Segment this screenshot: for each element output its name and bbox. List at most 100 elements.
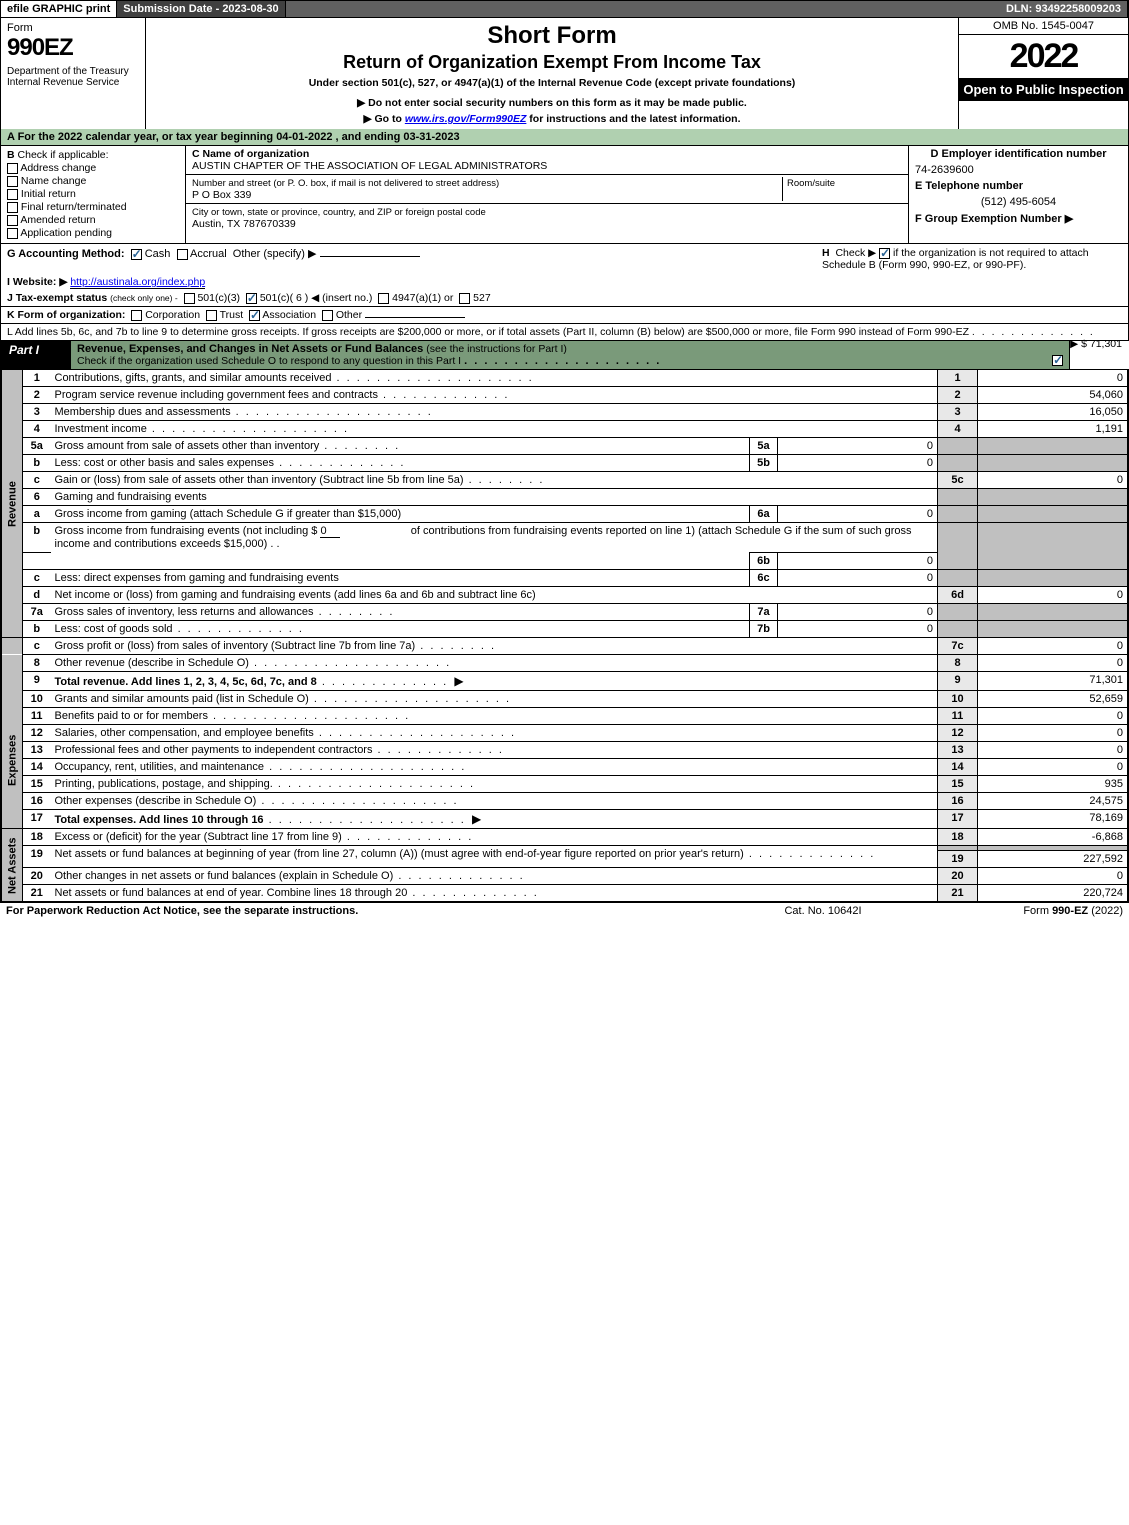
line-i: I Website: ▶ http://austinala.org/index.…: [0, 274, 1129, 290]
footer: For Paperwork Reduction Act Notice, see …: [0, 902, 1129, 919]
l7b-no: b: [23, 621, 51, 638]
l11-desc: Benefits paid to or for members: [55, 710, 208, 722]
expenses-side-label: Expenses: [2, 691, 23, 829]
chk-initial-return[interactable]: Initial return: [7, 188, 179, 200]
l21-rv: 220,724: [978, 885, 1128, 902]
irs-link[interactable]: www.irs.gov/Form990EZ: [405, 113, 527, 125]
cash-label: Cash: [145, 248, 171, 260]
l6a-desc: Gross income from gaming (attach Schedul…: [55, 508, 402, 520]
k-assoc: Association: [262, 309, 316, 321]
chk-schedule-b[interactable]: [879, 248, 890, 259]
l6b-no-blank: [23, 553, 51, 570]
chk-assoc[interactable]: [249, 310, 260, 321]
l6b-mv: 0: [778, 553, 938, 570]
chk-527[interactable]: [459, 293, 470, 304]
l17-rn: 17: [938, 810, 978, 829]
l6c-shade2: [978, 570, 1128, 587]
form-title: Short Form: [152, 22, 952, 50]
l11-rn: 11: [938, 708, 978, 725]
l8-desc: Other revenue (describe in Schedule O): [55, 657, 249, 669]
k-other-input[interactable]: [365, 317, 465, 318]
line-l: L Add lines 5b, 6c, and 7b to line 9 to …: [0, 324, 1129, 341]
chk-name-change[interactable]: Name change: [7, 175, 179, 187]
addr-label: Number and street (or P. O. box, if mail…: [192, 178, 499, 189]
l3-no: 3: [23, 404, 51, 421]
l3-rv: 16,050: [978, 404, 1128, 421]
chk-schedule-o[interactable]: [1052, 355, 1063, 366]
l5b-shade2: [978, 455, 1128, 472]
l7b-shade2: [978, 621, 1128, 638]
room-label: Room/suite: [787, 178, 835, 189]
l9-rv: 71,301: [978, 672, 1128, 691]
l8-rv: 0: [978, 655, 1128, 672]
l6c-shade: [938, 570, 978, 587]
chk-application-pending[interactable]: Application pending: [7, 227, 179, 239]
l10-rn: 10: [938, 691, 978, 708]
i-label: I Website: ▶: [7, 276, 67, 288]
l18-no: 18: [23, 829, 51, 846]
other-specify-input[interactable]: [320, 256, 420, 257]
l1-rv: 0: [978, 370, 1128, 387]
l5b-shade: [938, 455, 978, 472]
line-k: K Form of organization: Corporation Trus…: [0, 307, 1129, 324]
l2-rv: 54,060: [978, 387, 1128, 404]
l9-arrow: ▶: [454, 674, 463, 688]
website-link[interactable]: http://austinala.org/index.php: [70, 276, 205, 289]
under-section: Under section 501(c), 527, or 4947(a)(1)…: [152, 77, 952, 89]
l5a-shade2: [978, 438, 1128, 455]
l15-desc: Printing, publications, postage, and shi…: [55, 778, 273, 790]
chk-corp[interactable]: [131, 310, 142, 321]
j-o1: 501(c)(3): [197, 292, 240, 304]
l1-desc: Contributions, gifts, grants, and simila…: [55, 372, 332, 384]
form-number: 990EZ: [7, 34, 139, 62]
l20-desc: Other changes in net assets or fund bala…: [55, 870, 394, 882]
l19-no: 19: [23, 846, 51, 868]
line-a: A For the 2022 calendar year, or tax yea…: [0, 129, 1129, 146]
l8-rn: 8: [938, 655, 978, 672]
k-trust: Trust: [220, 309, 244, 321]
netassets-side-label: Net Assets: [2, 829, 23, 902]
l6d-rn: 6d: [938, 587, 978, 604]
chk-other-org[interactable]: [322, 310, 333, 321]
efile-label[interactable]: efile GRAPHIC print: [1, 1, 117, 17]
chk-4947[interactable]: [378, 293, 389, 304]
department: Department of the Treasury Internal Reve…: [7, 66, 139, 88]
footer-left: For Paperwork Reduction Act Notice, see …: [6, 905, 723, 917]
warning-ssn: ▶ Do not enter social security numbers o…: [152, 97, 952, 109]
footer-right: Form 990-EZ (2022): [923, 905, 1123, 917]
g-label: G Accounting Method:: [7, 248, 125, 260]
l5c-desc: Gain or (loss) from sale of assets other…: [55, 474, 464, 486]
chk-amended[interactable]: Amended return: [7, 214, 179, 226]
chk-trust[interactable]: [206, 310, 217, 321]
instructions-link: ▶ Go to www.irs.gov/Form990EZ for instru…: [152, 113, 952, 125]
l19-desc: Net assets or fund balances at beginning…: [55, 848, 744, 860]
l6c-no: c: [23, 570, 51, 587]
l6-shade: [938, 489, 978, 506]
l6c-desc: Less: direct expenses from gaming and fu…: [55, 572, 339, 584]
city-val: Austin, TX 787670339: [192, 218, 296, 230]
l6a-shade: [938, 506, 978, 523]
l8-no: 8: [23, 655, 51, 672]
chk-address-change[interactable]: Address change: [7, 162, 179, 174]
l5b-mv: 0: [778, 455, 938, 472]
l5a-mn: 5a: [750, 438, 778, 455]
chk-cash[interactable]: [131, 249, 142, 260]
l17-arrow: ▶: [472, 812, 481, 826]
rev-spacer2: [2, 655, 23, 672]
block-b: B Check if applicable: Address change Na…: [1, 146, 186, 243]
l21-rn: 21: [938, 885, 978, 902]
l7c-desc: Gross profit or (loss) from sales of inv…: [55, 640, 416, 652]
l6a-shade2: [978, 506, 1128, 523]
l7b-desc: Less: cost of goods sold: [55, 623, 173, 635]
l6-desc: Gaming and fundraising events: [51, 489, 938, 506]
part1-table: Revenue 1 Contributions, gifts, grants, …: [0, 369, 1129, 902]
chk-501c[interactable]: [246, 293, 257, 304]
l4-desc: Investment income: [55, 423, 147, 435]
l6b-amount: 0: [320, 525, 340, 538]
chk-accrual[interactable]: [177, 249, 188, 260]
footer-cat: Cat. No. 10642I: [723, 905, 923, 917]
f-label: F Group Exemption Number ▶: [915, 213, 1073, 225]
l17-rv: 78,169: [978, 810, 1128, 829]
chk-501c3[interactable]: [184, 293, 195, 304]
chk-final-return[interactable]: Final return/terminated: [7, 201, 179, 213]
